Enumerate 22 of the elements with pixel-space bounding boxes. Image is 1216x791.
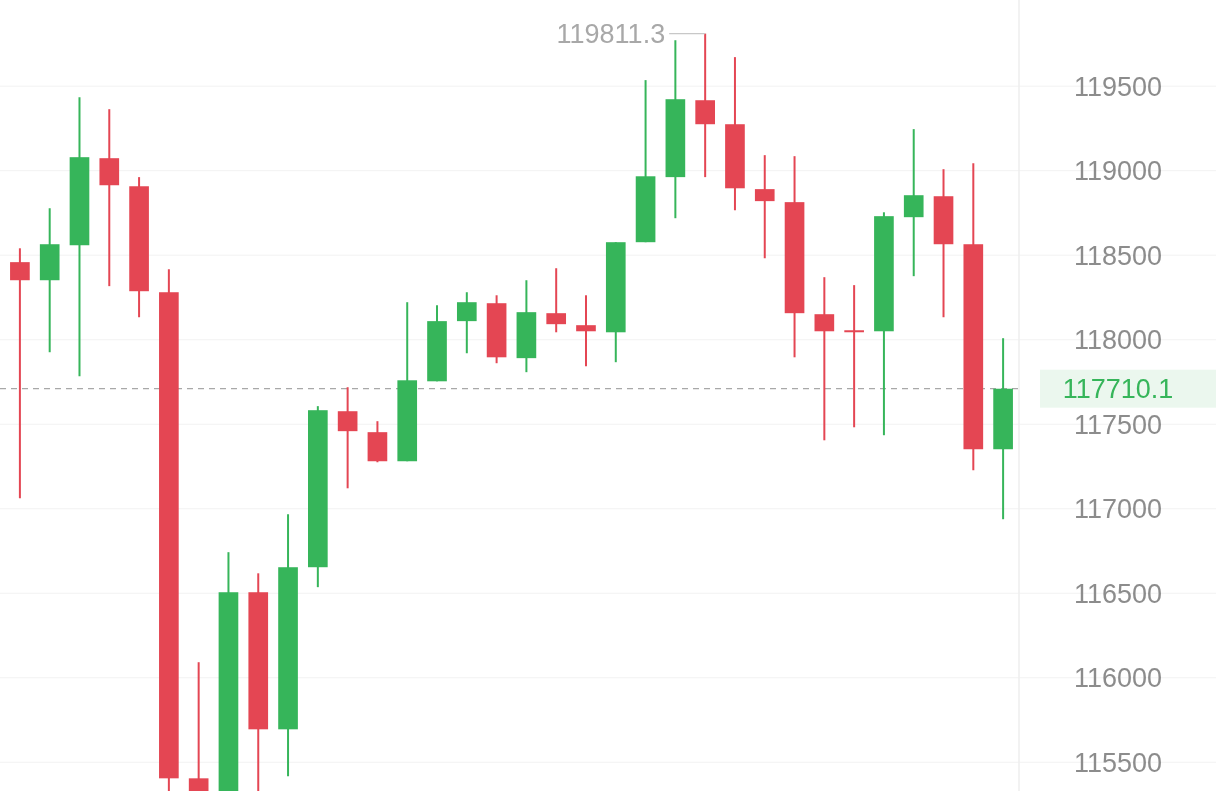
y-tick-label: 118500 bbox=[1073, 240, 1163, 271]
y-tick-label: 117000 bbox=[1073, 494, 1163, 525]
y-tick-label: 117500 bbox=[1073, 409, 1163, 440]
y-tick-label: 118000 bbox=[1073, 325, 1163, 356]
candlestick bbox=[546, 267, 567, 334]
y-tick-label: 119000 bbox=[1073, 156, 1163, 187]
y-tick-label: 119500 bbox=[1073, 71, 1163, 102]
candlestick bbox=[456, 291, 477, 355]
y-tick-label: 116000 bbox=[1073, 663, 1163, 694]
candlestick bbox=[903, 128, 924, 278]
ref-line-label: 117710.1 bbox=[1062, 374, 1174, 405]
candlestick bbox=[337, 386, 358, 490]
y-tick-label: 115500 bbox=[1073, 747, 1163, 778]
y-tick-label: 116500 bbox=[1073, 578, 1163, 609]
candlestick bbox=[10, 247, 30, 500]
candlestick bbox=[188, 661, 209, 791]
candlestick bbox=[754, 154, 775, 260]
candlestick bbox=[844, 284, 864, 429]
candlestick bbox=[576, 294, 596, 368]
candlestick bbox=[814, 276, 835, 442]
candlestick bbox=[695, 32, 715, 179]
annotation: 119811.3 bbox=[556, 19, 666, 50]
